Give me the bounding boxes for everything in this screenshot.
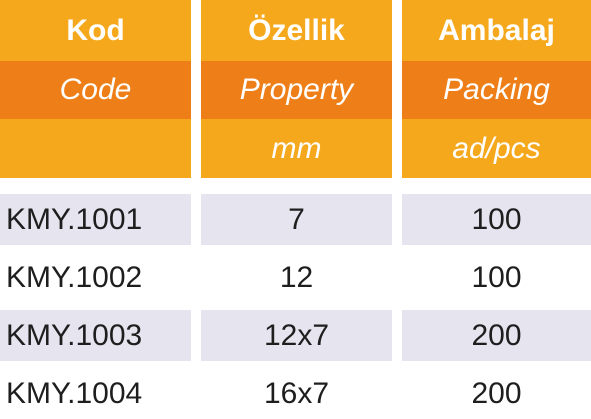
packing-cell: 100 xyxy=(402,194,591,245)
packing-header-tr: Ambalaj xyxy=(402,0,591,61)
code-header-tr: Kod xyxy=(0,0,191,61)
code-header-unit xyxy=(0,119,191,178)
code-cell: KMY.1004 xyxy=(6,376,143,410)
packing-cell: 100 xyxy=(471,260,522,294)
packing-cell: 200 xyxy=(471,376,522,410)
property-header-tr: Özellik xyxy=(201,0,392,61)
code-cell: KMY.1001 xyxy=(0,194,191,245)
property-header-en: Property xyxy=(201,61,392,119)
packing-header-unit: ad/pcs xyxy=(402,119,591,178)
code-cell: KMY.1003 xyxy=(0,310,191,361)
property-cell: 12 xyxy=(279,260,314,294)
packing-cell: 200 xyxy=(402,310,591,361)
property-cell: 7 xyxy=(201,194,392,245)
packing-header-en: Packing xyxy=(402,61,591,119)
property-header-unit: mm xyxy=(201,119,392,178)
code-cell: KMY.1002 xyxy=(6,260,143,294)
property-cell: 12x7 xyxy=(201,310,392,361)
code-header-en: Code xyxy=(0,61,191,119)
property-cell: 16x7 xyxy=(263,376,330,410)
